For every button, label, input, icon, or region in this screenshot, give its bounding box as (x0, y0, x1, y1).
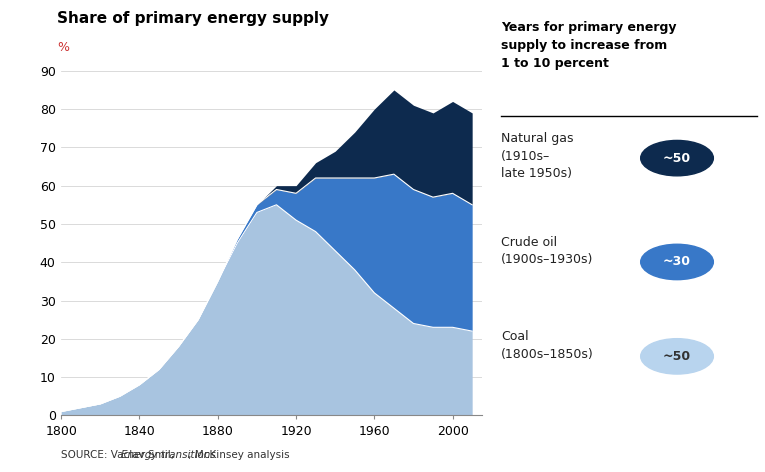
Text: ~50: ~50 (663, 152, 691, 165)
Text: Years for primary energy
supply to increase from
1 to 10 percent: Years for primary energy supply to incre… (501, 21, 676, 70)
Text: Crude oil
(1900s–1930s): Crude oil (1900s–1930s) (501, 236, 594, 267)
Text: Share of primary energy supply: Share of primary energy supply (57, 11, 329, 26)
Text: ; McKinsey analysis: ; McKinsey analysis (188, 450, 290, 460)
Text: Natural gas
(1910s–
late 1950s): Natural gas (1910s– late 1950s) (501, 132, 574, 180)
Text: ~50: ~50 (663, 350, 691, 363)
Text: %: % (57, 41, 69, 54)
Text: Energy transitions: Energy transitions (121, 450, 216, 460)
Text: Coal
(1800s–1850s): Coal (1800s–1850s) (501, 330, 594, 361)
Text: SOURCE: Vaclav Smil,: SOURCE: Vaclav Smil, (61, 450, 177, 460)
Text: ~30: ~30 (663, 255, 691, 269)
